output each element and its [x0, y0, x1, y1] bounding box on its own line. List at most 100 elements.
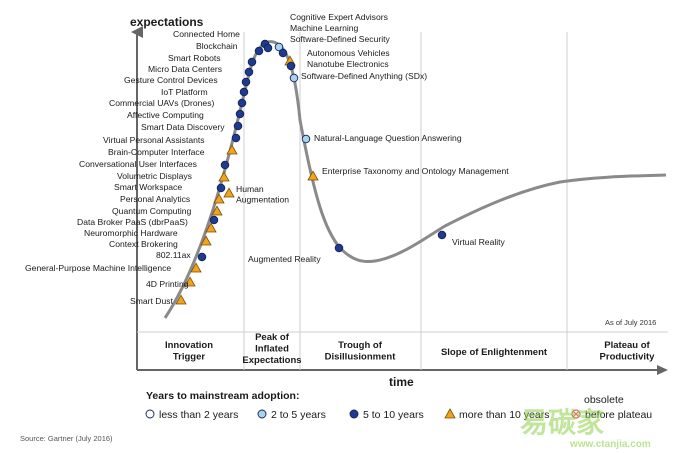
legend-item: 2 to 5 years [257, 409, 326, 421]
technology-label: Affective Computing [127, 110, 204, 120]
circle-marker-icon [233, 121, 243, 131]
circle-marker-icon [286, 61, 296, 71]
technology-point: Conversational User Interfaces [79, 159, 230, 170]
technology-label: Commercial UAVs (Drones) [109, 98, 215, 108]
technology-point: Virtual Reality [437, 230, 506, 247]
watermark-url: www.ctanjia.com [569, 439, 651, 450]
technology-point: Virtual Personal Assistants [103, 133, 241, 145]
technology-point: Smart Dust [130, 294, 187, 306]
circle-marker-icon [349, 409, 359, 419]
technology-point: Cognitive Expert Advisors [263, 12, 388, 53]
technology-point: Nanotube Electronics [286, 59, 389, 71]
technology-label: Data Broker PaaS (dbrPaaS) [77, 217, 188, 227]
x-mark-icon [573, 411, 579, 417]
technology-point: Blockchain [196, 41, 264, 56]
technology-label: Gesture Control Devices [124, 75, 218, 85]
phase-label: Slope of Enlightenment [441, 347, 548, 358]
technology-label: Augmented Reality [248, 254, 321, 264]
technology-label: Virtual Reality [452, 237, 506, 247]
technology-point: Augmented Reality [248, 243, 344, 264]
technology-point: Smart Workspace [114, 182, 226, 193]
legend-item: more than 10 years [444, 408, 549, 421]
legend-label: 5 to 10 years [363, 409, 424, 421]
technology-label: 802.11ax [156, 250, 191, 260]
triangle-marker-icon [211, 205, 223, 216]
technology-point: Data Broker PaaS (dbrPaaS) [77, 215, 219, 227]
technology-point: Smart Robots [168, 53, 257, 67]
circle-marker-icon [235, 109, 245, 119]
technology-point: Enterprise Taxonomy and Ontology Managem… [307, 166, 509, 181]
technology-label: Human Augmentation [236, 184, 289, 205]
technology-point: Personal Analytics [120, 193, 225, 204]
legend-label: 2 to 5 years [271, 409, 326, 421]
technology-point: Natural-Language Question Answering [301, 133, 462, 144]
technology-label: Machine Learning [290, 23, 359, 33]
technology-label: Cognitive Expert Advisors [290, 12, 388, 22]
circle-marker-icon [231, 133, 241, 143]
technology-label: Natural-Language Question Answering [314, 133, 462, 143]
legend-item: before plateau obsolete [571, 394, 652, 421]
watermark-brand: 易碳家 [520, 406, 604, 438]
technology-label: Smart Dust [130, 296, 174, 306]
technology-label: IoT Platform [161, 87, 208, 97]
circle-marker-icon [209, 215, 219, 225]
technology-point: Software-Defined Security [278, 34, 391, 58]
technology-label: Enterprise Taxonomy and Ontology Managem… [322, 166, 509, 176]
triangle-marker-icon [218, 171, 230, 182]
technology-point: Software-Defined Anything (SDx) [289, 71, 427, 83]
technology-label: Conversational User Interfaces [79, 159, 197, 169]
phase-label: Peak of Inflated Expectations [242, 332, 301, 366]
triangle-marker-icon [200, 235, 212, 246]
y-axis-title: expectations [130, 15, 204, 29]
triangle-marker-icon [223, 187, 235, 198]
triangle-marker-icon [175, 294, 187, 305]
circle-marker-icon [145, 409, 155, 419]
technology-label: Blockchain [196, 41, 238, 51]
watermark: 易碳家 www.ctanjia.com [520, 406, 651, 450]
technology-label: Smart Robots [168, 53, 221, 63]
legend-title: Years to mainstream adoption: [146, 390, 299, 402]
technology-point: Volumetric Displays [117, 171, 230, 182]
technology-point: Gesture Control Devices [124, 75, 251, 87]
technology-label: Volumetric Displays [117, 171, 192, 181]
circle-marker-icon [301, 134, 311, 144]
circle-marker-icon [244, 67, 254, 77]
technology-point: Micro Data Centers [148, 64, 254, 77]
technology-point: Quantum Computing [112, 205, 223, 216]
circle-marker-icon [197, 252, 207, 262]
triangle-marker-icon [184, 276, 196, 287]
legend-item: 5 to 10 years [349, 409, 424, 421]
legend-label: more than 10 years [459, 409, 549, 421]
technology-point: 4D Printing [146, 276, 196, 289]
technology-point: 802.11ax [156, 250, 207, 262]
technology-label: Neuromorphic Hardware [84, 228, 178, 238]
triangle-marker-icon [307, 170, 319, 181]
circle-marker-icon [247, 57, 257, 67]
technology-point: Smart Data Discovery [141, 121, 243, 132]
technology-label: Quantum Computing [112, 206, 192, 216]
circle-marker-icon [263, 43, 273, 53]
technology-label: Smart Workspace [114, 182, 182, 192]
circle-marker-icon [278, 48, 288, 58]
legend-label: less than 2 years [159, 409, 238, 421]
technology-point: Human Augmentation [223, 184, 289, 205]
technology-label: Brain-Computer Interface [108, 147, 205, 157]
circle-marker-icon [289, 73, 299, 83]
circle-marker-icon [274, 42, 284, 52]
circle-marker-icon [220, 160, 230, 170]
phase-label: Trough of Disillusionment [325, 340, 397, 363]
technology-label: Virtual Personal Assistants [103, 135, 205, 145]
x-axis-title: time [389, 375, 414, 389]
technology-point: Brain-Computer Interface [108, 144, 238, 157]
x-axis-arrow [657, 365, 668, 375]
technology-point: Affective Computing [127, 109, 245, 120]
technology-label: Smart Data Discovery [141, 122, 225, 132]
triangle-marker-icon [190, 262, 202, 273]
technology-label: Connected Home [173, 29, 240, 39]
triangle-marker-icon [213, 193, 225, 204]
circle-marker-icon [239, 87, 249, 97]
circle-marker-icon [437, 230, 447, 240]
legend-item: less than 2 years [145, 409, 238, 421]
phase-label: Plateau of Productivity [600, 340, 656, 363]
